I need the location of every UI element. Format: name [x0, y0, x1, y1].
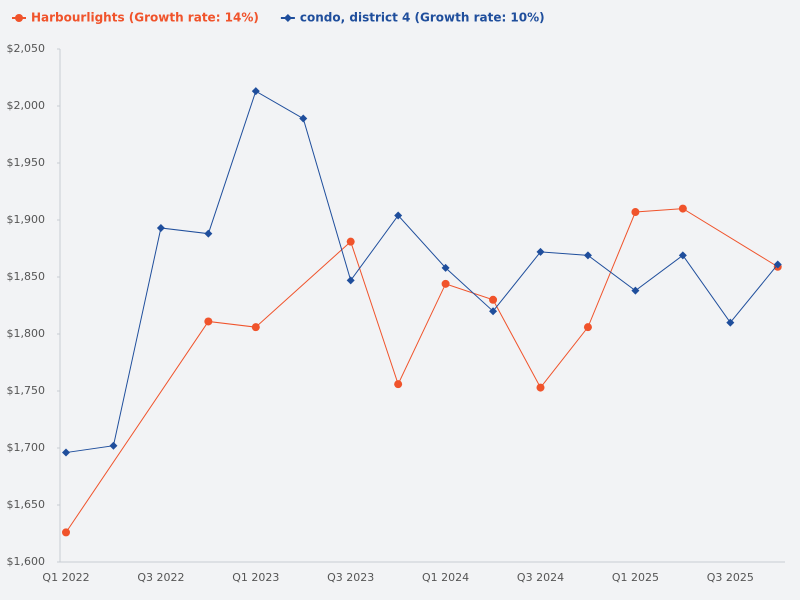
point [62, 448, 70, 457]
legend: Harbourlights (Growth rate: 14%) condo, d… [12, 11, 545, 25]
point [251, 323, 260, 332]
x-tick-label: Q3 2022 [137, 571, 184, 584]
point [489, 295, 498, 304]
series-line [65, 208, 779, 533]
legend-label: Harbourlights (Growth rate: 14%) [31, 11, 259, 25]
x-tick-label: Q3 2023 [327, 571, 374, 584]
point [583, 323, 592, 332]
point [631, 208, 640, 217]
y-tick-label: $1,750 [7, 384, 46, 397]
point [109, 441, 118, 450]
y-tick-label: $1,850 [7, 270, 46, 283]
point [204, 229, 213, 238]
legend-label: condo, district 4 (Growth rate: 10%) [300, 11, 545, 25]
point [251, 87, 260, 96]
y-tick-label: $2,000 [7, 99, 46, 112]
point [773, 260, 782, 269]
x-tick-label: Q3 2025 [707, 571, 754, 584]
point [536, 247, 545, 256]
point [631, 286, 640, 295]
y-tick-label: $1,700 [7, 441, 46, 454]
point [441, 279, 450, 288]
point [678, 204, 687, 213]
y-tick-label: $1,950 [7, 156, 46, 169]
y-tick-label: $1,600 [7, 555, 46, 568]
x-tick-label: Q1 2022 [42, 571, 89, 584]
y-tick-label: $1,650 [7, 498, 46, 511]
legend-marker [15, 14, 23, 22]
point [346, 237, 355, 246]
y-tick-label: $1,900 [7, 213, 46, 226]
series-line [65, 90, 779, 454]
x-tick-label: Q3 2024 [517, 571, 564, 584]
x-tick-label: Q1 2023 [232, 571, 279, 584]
point [204, 317, 213, 326]
point [726, 318, 735, 327]
point [156, 223, 165, 232]
point [346, 276, 355, 285]
x-tick-label: Q1 2025 [612, 571, 659, 584]
point [583, 251, 592, 260]
point [536, 383, 545, 392]
point [489, 307, 498, 316]
point [394, 380, 403, 389]
point [299, 114, 308, 123]
point [441, 263, 450, 272]
point [678, 251, 687, 260]
y-tick-label: $2,050 [7, 42, 46, 55]
legend-marker [283, 14, 292, 22]
y-tick-label: $1,800 [7, 327, 46, 340]
x-tick-label: Q1 2024 [422, 571, 469, 584]
point [62, 528, 70, 537]
point [394, 211, 403, 220]
